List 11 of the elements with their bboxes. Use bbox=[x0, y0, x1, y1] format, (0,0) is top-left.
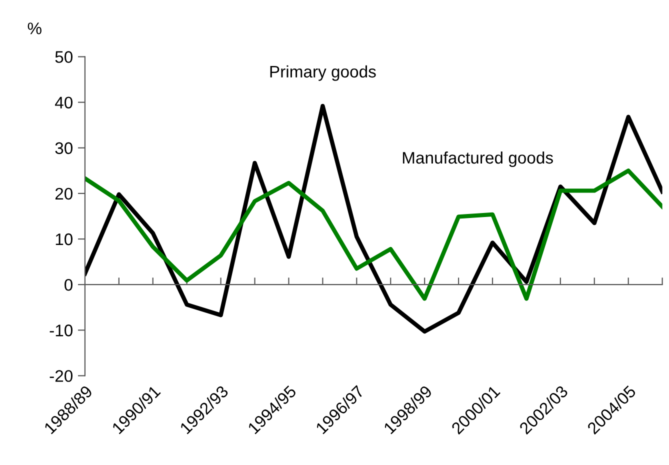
y-tick-label: -10 bbox=[50, 324, 73, 336]
y-tick-label: 10 bbox=[56, 233, 73, 246]
series-label: Primary goods bbox=[270, 65, 376, 81]
series-label: Manufactured goods bbox=[402, 151, 553, 168]
y-tick-label: -20 bbox=[50, 370, 73, 382]
y-tick-label: 0 bbox=[64, 278, 73, 291]
y-tick-label: 30 bbox=[55, 142, 73, 154]
y-tick-label: 50 bbox=[55, 51, 73, 63]
y-tick-label: 40 bbox=[55, 96, 73, 109]
y-tick-label: 20 bbox=[55, 188, 73, 200]
y-axis-title: % bbox=[28, 22, 42, 34]
